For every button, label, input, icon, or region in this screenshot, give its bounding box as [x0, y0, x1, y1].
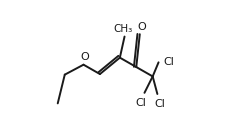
Text: Cl: Cl	[154, 99, 164, 109]
Text: Cl: Cl	[163, 57, 174, 67]
Text: O: O	[80, 52, 89, 62]
Text: O: O	[137, 22, 146, 32]
Text: CH₃: CH₃	[113, 24, 132, 34]
Text: Cl: Cl	[135, 98, 146, 108]
